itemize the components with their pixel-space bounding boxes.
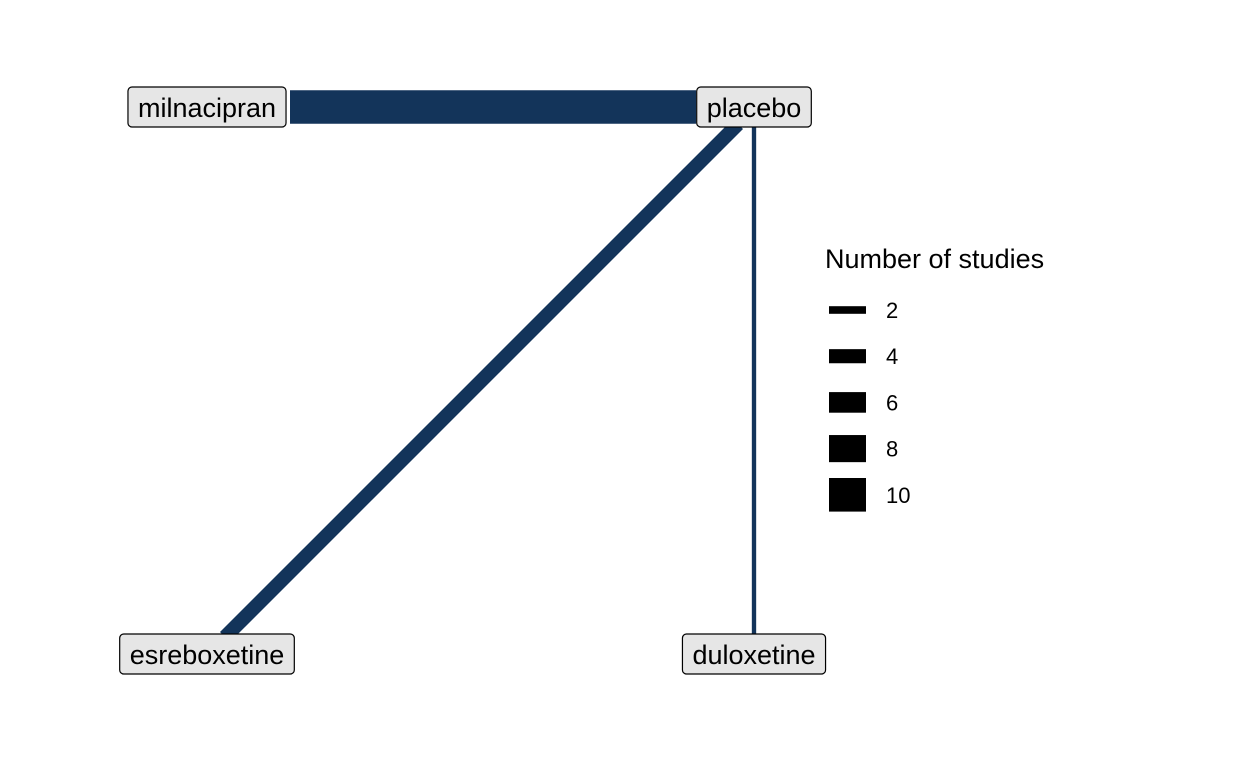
legend: Number of studies 2 4 6 8 10: [825, 244, 1044, 512]
nodes-layer: milnacipran placebo esreboxetine duloxetine: [119, 86, 827, 675]
edges-layer: [220, 90, 757, 642]
legend-key-swatch: [829, 306, 866, 314]
node-box: [119, 633, 295, 675]
legend-key-label: 10: [886, 483, 910, 508]
legend-key-swatch: [829, 392, 866, 413]
node-box: [127, 86, 287, 128]
node-label: placebo: [707, 93, 802, 123]
node-label: esreboxetine: [130, 640, 285, 670]
edge-esreboxetine-placebo: [220, 119, 743, 642]
legend-key-label: 6: [886, 390, 898, 415]
legend-key-label: 4: [886, 344, 898, 369]
node-duloxetine: duloxetine: [681, 633, 827, 675]
legend-entry: 4: [829, 344, 898, 369]
node-milnacipran: milnacipran: [127, 86, 287, 128]
legend-key-label: 2: [886, 298, 898, 323]
legend-key-label: 8: [886, 437, 898, 462]
legend-key-swatch: [829, 478, 866, 512]
legend-entry: 2: [829, 298, 898, 323]
node-box: [681, 633, 827, 675]
legend-entry: 10: [829, 478, 910, 512]
node-esreboxetine: esreboxetine: [119, 633, 295, 675]
node-box: [696, 86, 812, 128]
node-label: duloxetine: [692, 640, 815, 670]
legend-key-swatch: [829, 435, 866, 463]
legend-key-swatch: [829, 349, 866, 364]
legend-title: Number of studies: [825, 244, 1044, 274]
legend-entry: 8: [829, 435, 898, 463]
node-placebo: placebo: [696, 86, 812, 128]
node-label: milnacipran: [138, 93, 276, 123]
legend-keys: 2 4 6 8 10: [829, 298, 910, 512]
legend-entry: 6: [829, 390, 898, 415]
